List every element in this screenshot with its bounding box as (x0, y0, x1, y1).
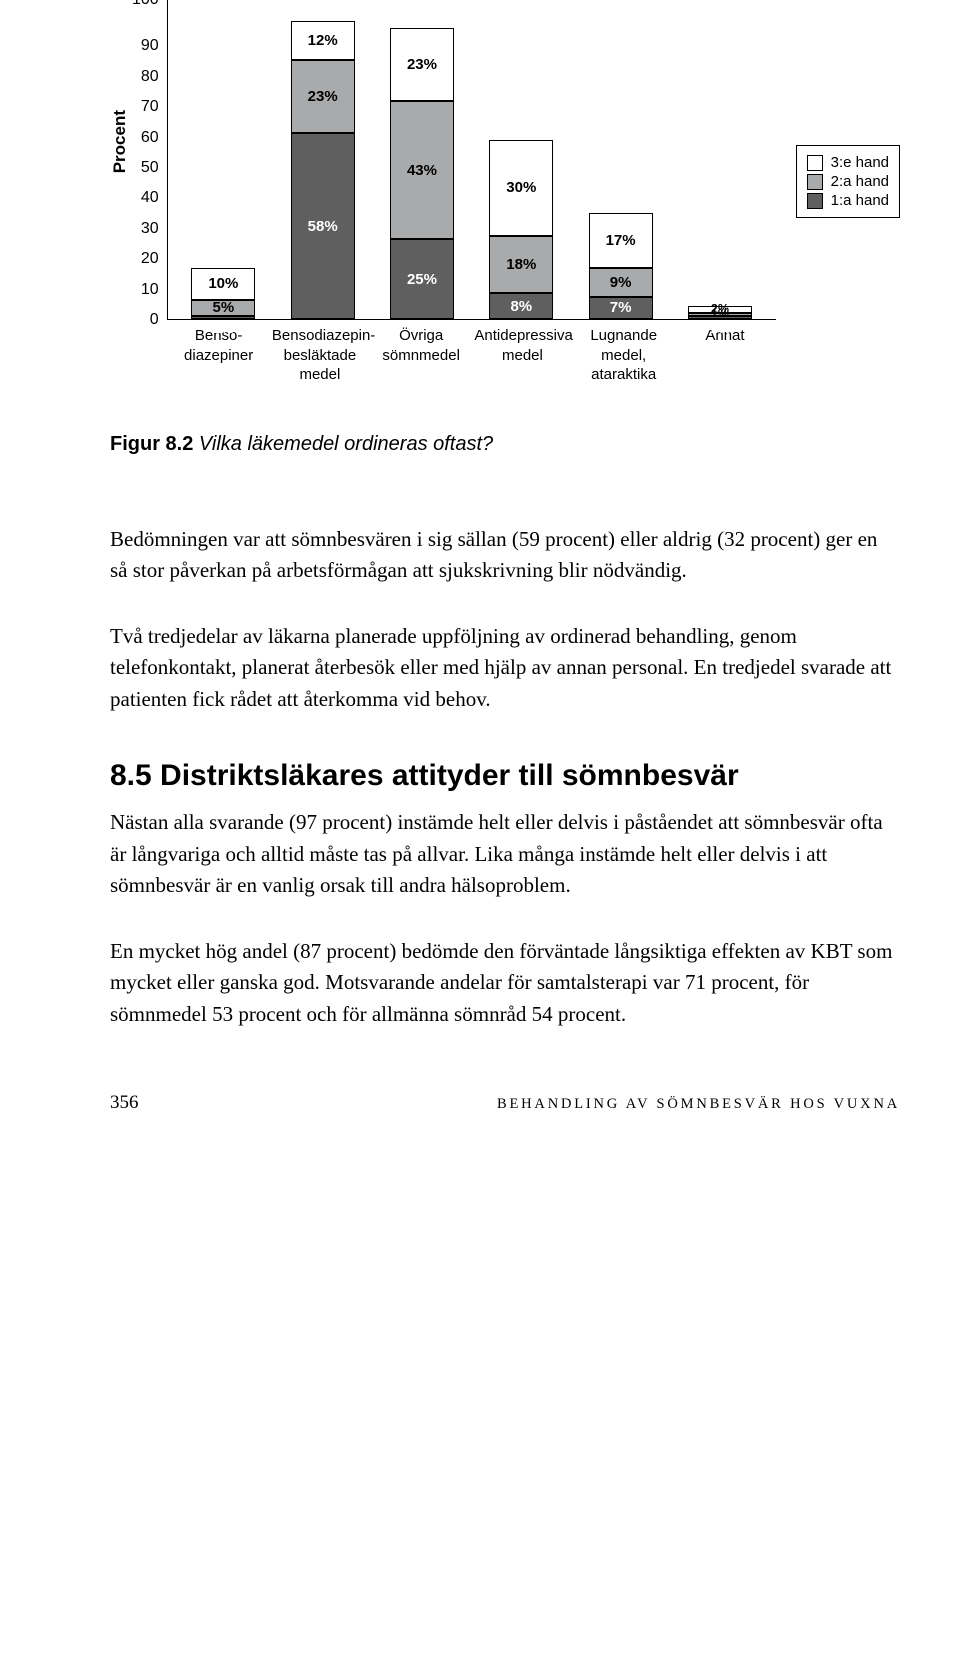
bar-value-label: 9% (610, 274, 632, 291)
bar-segment: 7% (589, 297, 653, 319)
chart-figure: Procent 1009080706050403020100 10%5%1%12… (110, 0, 900, 385)
bar-segment: 43% (390, 101, 454, 239)
bar-value-label: 7% (610, 299, 632, 316)
chart-bar: 30% 18% 8% (489, 140, 553, 319)
legend-swatch (807, 193, 823, 209)
chart-bar: 10% 5%1% (191, 268, 255, 319)
chart-yaxis: 1009080706050403020100 (132, 0, 167, 320)
ytick: 0 (150, 312, 159, 328)
chart-xaxis: Benso-diazepinerBensodiazepin-besläktade… (168, 326, 776, 385)
bar-value-label: 43% (407, 162, 437, 179)
bar-segment: 18% (489, 236, 553, 294)
bar-value-label: 1% (709, 320, 731, 337)
ytick: 100 (132, 0, 159, 8)
ytick: 10 (141, 282, 159, 298)
bar-value-label: 5% (213, 299, 235, 316)
legend-label: 1:a hand (831, 192, 889, 209)
page-footer: 356 BEHANDLING AV SÖMNBESVÄR HOS VUXNA (110, 1092, 900, 1114)
bar-segment: 5% (191, 300, 255, 316)
body-paragraph: Bedömningen var att sömnbesvären i sig s… (110, 524, 900, 587)
bar-segment: 23% (390, 28, 454, 102)
xtick-label: Antidepressivamedel (474, 326, 570, 385)
bar-value-label: 17% (606, 232, 636, 249)
chart-ylabel: Procent (110, 110, 130, 173)
ytick: 80 (141, 69, 159, 85)
ytick: 70 (141, 99, 159, 115)
bar-value-label: 23% (407, 56, 437, 73)
section-heading: 8.5 Distriktsläkares attityder till sömn… (110, 759, 900, 793)
bar-segment: 1% (688, 316, 752, 319)
bar-segment: 58% (291, 133, 355, 319)
bar-value-label: 1% (213, 320, 235, 337)
bar-value-label: 25% (407, 271, 437, 288)
bar-segment: 1% (191, 316, 255, 319)
bar-value-label: 30% (506, 179, 536, 196)
chart-bar: 2%1%1% (688, 306, 752, 319)
chart-legend: 3:e hand 2:a hand 1:a hand (796, 145, 900, 218)
body-paragraph: Nästan alla svarande (97 procent) instäm… (110, 807, 900, 902)
legend-swatch (807, 155, 823, 171)
bar-value-label: 10% (208, 275, 238, 292)
legend-swatch (807, 174, 823, 190)
chart-plot-area: 10%5%1%12%23%58%23%43%25%30%18%8%17%9%7%… (167, 0, 776, 320)
xtick-label: Lugnandemedel,ataraktika (576, 326, 672, 385)
ytick: 20 (141, 251, 159, 267)
legend-label: 2:a hand (831, 173, 889, 190)
bar-segment: 10% (191, 268, 255, 300)
ytick: 50 (141, 160, 159, 176)
legend-item: 2:a hand (807, 173, 889, 190)
xtick-label: Övrigasömnmedel (373, 326, 469, 385)
ytick: 60 (141, 130, 159, 146)
bar-segment: 9% (589, 268, 653, 297)
body-paragraph: Två tredjedelar av läkarna planerade upp… (110, 621, 900, 716)
bar-value-label: 18% (506, 256, 536, 273)
bar-segment: 25% (390, 239, 454, 319)
figure-title: Vilka läkemedel ordineras oftast? (199, 433, 493, 455)
bar-segment: 17% (589, 213, 653, 267)
figure-number: Figur 8.2 (110, 433, 193, 455)
ytick: 40 (141, 190, 159, 206)
bar-value-label: 58% (308, 218, 338, 235)
chart-bar: 23% 43% 25% (390, 28, 454, 319)
legend-item: 3:e hand (807, 154, 889, 171)
xtick-label: Bensodiazepin-besläktademedel (272, 326, 368, 385)
body-paragraph: En mycket hög andel (87 procent) bedömde… (110, 936, 900, 1031)
bar-segment: 12% (291, 21, 355, 59)
page-number: 356 (110, 1092, 139, 1114)
legend-item: 1:a hand (807, 192, 889, 209)
ytick: 90 (141, 38, 159, 54)
bar-segment: 8% (489, 293, 553, 319)
bar-value-label: 8% (510, 298, 532, 315)
bar-value-label: 12% (308, 32, 338, 49)
ytick: 30 (141, 221, 159, 237)
chart-bar: 17% 9% 7% (589, 213, 653, 319)
running-head: BEHANDLING AV SÖMNBESVÄR HOS VUXNA (497, 1096, 900, 1113)
legend-label: 3:e hand (831, 154, 889, 171)
bar-value-label: 23% (308, 88, 338, 105)
bar-segment: 23% (291, 60, 355, 134)
bar-segment: 30% (489, 140, 553, 236)
chart-bar: 12% 23% 58% (291, 21, 355, 319)
figure-caption: Figur 8.2 Vilka läkemedel ordineras ofta… (110, 433, 900, 456)
